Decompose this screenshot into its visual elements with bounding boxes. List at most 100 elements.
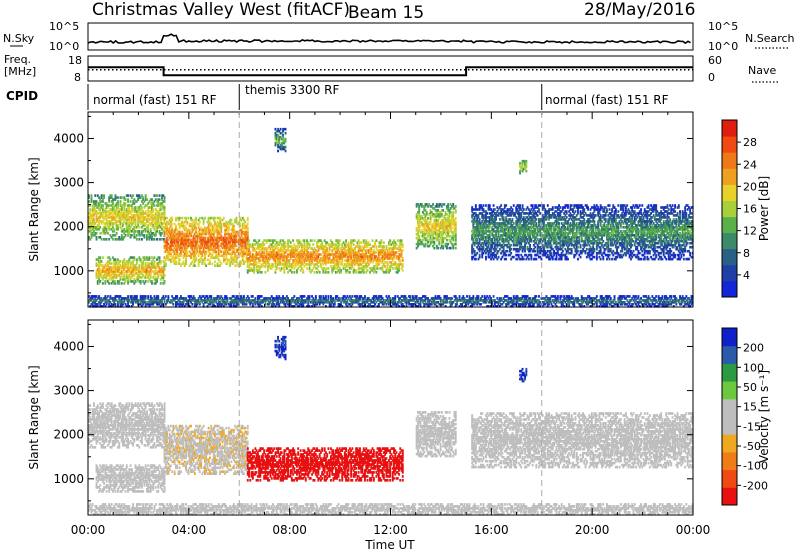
echo-cell: [190, 222, 192, 226]
echo-cell: [353, 239, 356, 242]
echo-cell: [163, 208, 166, 211]
echo-cell: [117, 264, 119, 267]
echo-cell: [105, 276, 108, 279]
echo-cell: [163, 222, 166, 225]
echo-cell: [183, 232, 186, 236]
echo-cell: [151, 266, 153, 269]
echo-cell: [135, 230, 138, 233]
echo-cell: [120, 236, 123, 239]
echo-cell: [176, 244, 179, 248]
echo-cell: [133, 268, 136, 271]
echo-cell: [149, 236, 152, 239]
echo-cell: [183, 248, 186, 252]
echo-cell: [188, 254, 191, 258]
echo-cell: [149, 272, 152, 275]
echo-cell: [517, 253, 520, 257]
echo-cell: [180, 250, 182, 254]
echo-cell: [88, 220, 90, 223]
echo-cell: [191, 228, 194, 232]
echo-cell: [132, 202, 134, 205]
echo-cell: [185, 226, 187, 230]
echo-cell: [130, 204, 133, 207]
echo-cell: [120, 274, 123, 277]
echo-cell: [185, 232, 187, 236]
echo-cell: [108, 238, 111, 241]
echo-cell: [534, 245, 537, 249]
echo-cell: [104, 282, 107, 285]
echo-cell: [109, 208, 112, 211]
echo-cell: [115, 204, 118, 207]
echo-cell: [163, 234, 166, 238]
echo-cell: [115, 196, 118, 199]
echo-cell: [114, 266, 117, 269]
echo-cell: [140, 262, 143, 265]
echo-cell: [96, 272, 99, 275]
echo-cell: [175, 228, 177, 232]
echo-cell: [129, 272, 132, 275]
echo-cell: [99, 208, 102, 211]
echo-cell: [181, 240, 184, 244]
echo-cell: [113, 264, 116, 267]
echo-cell: [146, 274, 148, 277]
echo-cell: [101, 212, 104, 215]
echo-cell: [362, 239, 365, 242]
echo-cell: [158, 238, 161, 241]
echo-cell: [101, 198, 104, 201]
echo-cell: [144, 196, 147, 199]
echo-cell: [93, 202, 95, 205]
echo-cell: [175, 242, 177, 246]
echo-cell: [125, 222, 128, 225]
echo-cell: [132, 214, 134, 217]
echo-cell: [149, 274, 152, 277]
echo-cell: [95, 236, 98, 239]
echo-cell: [182, 226, 185, 230]
echo-cell: [130, 274, 133, 277]
echo-cell: [129, 194, 132, 197]
echo-cell: [137, 270, 140, 273]
echo-cell: [137, 214, 140, 217]
echo-cell: [427, 217, 429, 220]
echo-cell: [193, 232, 196, 236]
echo-cell: [138, 238, 141, 241]
echo-cell: [486, 212, 489, 215]
echo-cell: [183, 262, 186, 265]
echo-cell: [118, 216, 121, 219]
echo-cell: [113, 274, 116, 277]
echo-cell: [451, 226, 453, 230]
echo-cell: [158, 210, 161, 213]
echo-cell: [138, 266, 141, 269]
echo-cell: [162, 208, 165, 211]
echo-cell: [178, 222, 181, 226]
echo-cell: [89, 210, 92, 213]
echo-cell: [99, 264, 102, 267]
echo-cell: [130, 208, 133, 211]
echo-cell: [98, 212, 100, 215]
echo-cell: [162, 238, 165, 241]
echo-cell: [151, 270, 153, 273]
echo-cell: [90, 230, 93, 233]
echo-cell: [101, 228, 104, 231]
echo-cell: [148, 232, 151, 235]
echo-cell: [159, 270, 162, 273]
echo-cell: [106, 262, 109, 265]
echo-cell: [177, 238, 180, 242]
noise-sky-line: [87, 33, 691, 45]
echo-cell: [100, 232, 103, 235]
echo-cell: [183, 220, 186, 224]
echo-cell: [474, 257, 477, 261]
echo-cell: [117, 214, 119, 217]
echo-cell: [127, 210, 129, 213]
echo-cell: [338, 239, 341, 242]
echo-cell: [120, 234, 123, 237]
echo-cell: [138, 276, 141, 279]
echo-cell: [88, 204, 90, 207]
echo-cell: [111, 278, 114, 281]
echo-cell: [119, 196, 122, 199]
echo-cell: [139, 270, 142, 273]
echo-cell: [91, 206, 94, 209]
frequency-line: [88, 66, 693, 77]
echo-cell: [113, 266, 116, 269]
echo-cell: [137, 224, 140, 227]
echo-cell: [117, 200, 119, 203]
echo-cell: [101, 256, 104, 259]
